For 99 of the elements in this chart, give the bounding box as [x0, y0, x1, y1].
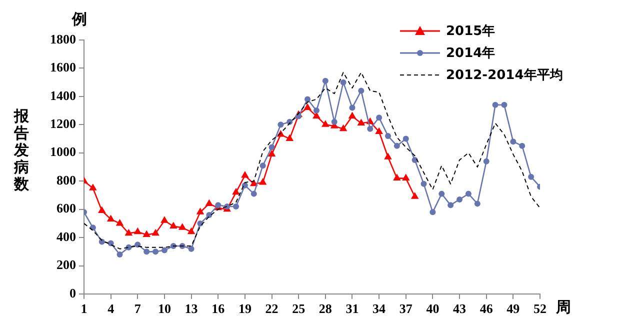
point [170, 222, 178, 229]
x-tick-label: 1 [80, 301, 88, 316]
text: 例 [72, 10, 87, 29]
point [394, 142, 400, 149]
point [152, 228, 160, 236]
point [474, 200, 480, 207]
y-axis-title: 报告发病数 [14, 107, 30, 193]
point [410, 192, 419, 199]
point [313, 108, 320, 114]
x-tick-label: 49 [506, 301, 520, 316]
point [89, 184, 97, 190]
point [304, 103, 312, 110]
point [492, 102, 498, 108]
x-tick-label: 31 [346, 301, 359, 316]
x-tick-label: 37 [399, 301, 413, 316]
y-tick-label: 1000 [50, 144, 76, 160]
point [430, 209, 436, 216]
point [393, 174, 401, 181]
point [116, 218, 124, 226]
x-tick-label: 43 [453, 301, 467, 316]
point [250, 190, 257, 197]
x-tick-label: 13 [184, 301, 198, 316]
point [483, 158, 490, 164]
point [465, 190, 472, 197]
point [258, 178, 267, 185]
point [376, 114, 382, 121]
point [142, 230, 150, 237]
point [304, 96, 311, 102]
x-tick-label: 52 [534, 301, 546, 316]
point [348, 112, 356, 118]
point [322, 120, 330, 127]
point [438, 190, 445, 197]
point [98, 206, 106, 213]
point [205, 199, 214, 206]
point [188, 246, 194, 252]
y-tick-label: 1200 [50, 116, 76, 132]
point [519, 142, 526, 149]
point [340, 79, 346, 86]
point [331, 118, 338, 125]
point [448, 202, 454, 208]
point [233, 204, 239, 210]
point [322, 78, 328, 84]
point [278, 122, 284, 128]
point [116, 251, 123, 258]
point [339, 124, 348, 132]
point [385, 132, 391, 139]
x-tick-label: 46 [480, 301, 494, 316]
y-tick-label: 800 [56, 172, 76, 188]
point [106, 214, 115, 222]
point [357, 118, 366, 126]
x-axis-title: 周 [556, 298, 571, 317]
point [358, 88, 364, 94]
legend-label: 2012-2014年平均 [446, 67, 563, 84]
x-tick-label: 7 [134, 301, 142, 316]
y-tick-label: 400 [56, 228, 76, 244]
y-tick-label: 600 [56, 200, 76, 216]
x-tick-label: 40 [426, 301, 440, 316]
x-tick-label: 10 [158, 301, 171, 316]
x-tick-label: 22 [265, 301, 278, 316]
x-tick-label: 34 [372, 301, 386, 316]
point [124, 228, 133, 236]
legend-label: 2014年 [446, 45, 496, 62]
legend-label: 2015年 [446, 23, 496, 40]
point [286, 134, 294, 142]
y-tick-label: 1800 [50, 31, 76, 46]
point [268, 144, 275, 150]
point [402, 174, 410, 181]
point [501, 102, 508, 108]
y-tick-label: 0 [70, 285, 76, 300]
x-tick-label: 25 [292, 301, 306, 316]
point [375, 127, 383, 134]
point [187, 227, 196, 234]
point [134, 242, 141, 248]
x-tick-label: 4 [108, 301, 115, 316]
point [160, 216, 168, 223]
x-tick-label: 16 [212, 301, 226, 316]
point [528, 174, 534, 180]
x-tick-label: 28 [318, 301, 332, 316]
point [384, 152, 392, 160]
point [510, 138, 516, 145]
point [196, 208, 204, 214]
point [260, 162, 266, 169]
point [241, 170, 249, 178]
point [420, 180, 427, 187]
point [402, 136, 409, 142]
point [134, 227, 142, 234]
point [367, 126, 374, 132]
point [268, 150, 276, 157]
point [456, 196, 463, 202]
point [152, 248, 159, 255]
y-tick-label: 200 [56, 257, 76, 272]
y-tick-label: 1400 [50, 88, 76, 103]
point [161, 247, 168, 254]
y-tick-label: 1600 [50, 60, 76, 75]
point [178, 223, 186, 230]
point [144, 248, 150, 255]
point [349, 104, 356, 111]
x-tick-label: 19 [238, 301, 252, 316]
point [232, 188, 240, 195]
